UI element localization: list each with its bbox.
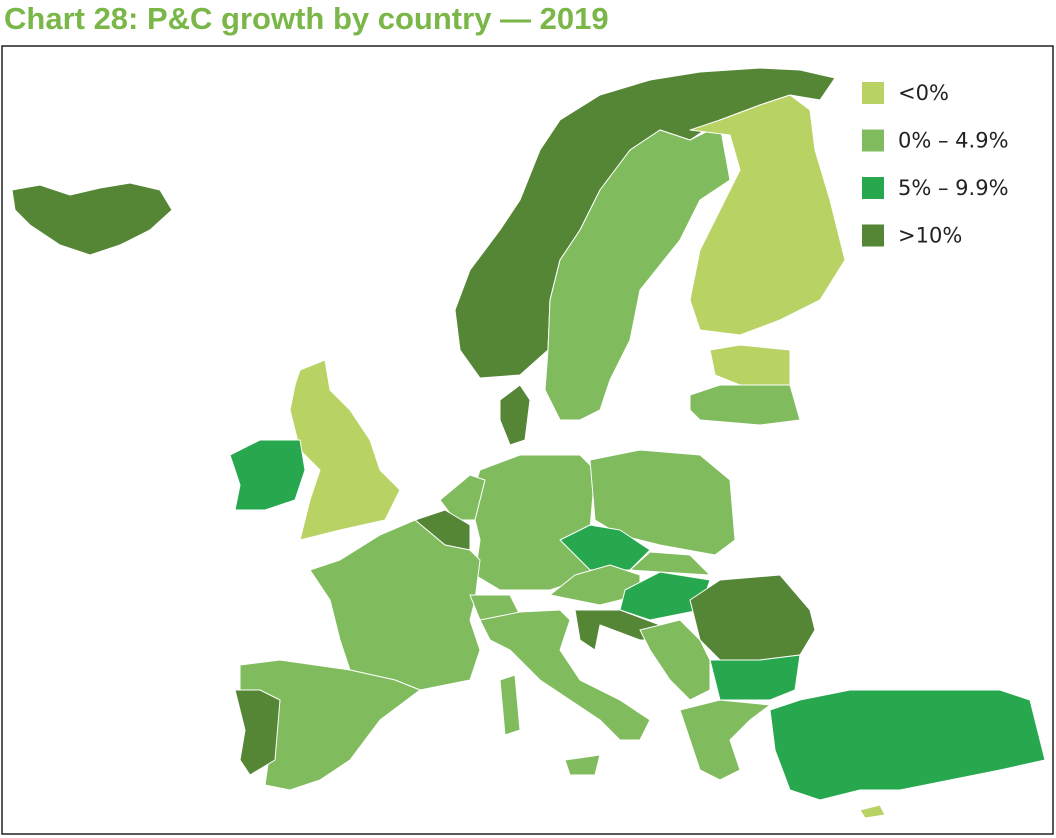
legend-swatch	[862, 129, 884, 152]
croatia	[574, 609, 661, 651]
czechia	[559, 524, 651, 571]
legend-label: 5% – 9.9%	[898, 176, 1009, 200]
corsica-sardinia	[499, 674, 521, 736]
countries	[11, 67, 1046, 819]
sicily	[564, 754, 601, 776]
legend-label: <0%	[898, 81, 949, 105]
turkey	[769, 689, 1046, 801]
legend-swatch	[862, 82, 884, 104]
legend-label: 0% – 4.9%	[898, 129, 1009, 153]
united-kingdom	[289, 359, 401, 541]
legend-label: >10%	[898, 224, 962, 248]
chart-title: Chart 28: P&C growth by country — 2019	[4, 1, 609, 36]
cyprus	[859, 804, 886, 819]
bulgaria	[709, 654, 801, 701]
romania	[689, 574, 816, 661]
france	[309, 519, 481, 691]
portugal	[234, 689, 281, 776]
legend-swatch	[862, 177, 884, 199]
italy	[479, 609, 651, 741]
iceland	[11, 182, 173, 256]
sweden	[544, 124, 731, 421]
greece	[679, 699, 771, 781]
finland	[689, 94, 846, 336]
ireland	[229, 439, 306, 511]
legend: <0% 0% – 4.9% 5% – 9.9% >10%	[862, 81, 1009, 248]
balkans	[639, 619, 711, 701]
austria	[549, 564, 641, 606]
denmark	[499, 384, 531, 446]
germany	[469, 454, 611, 591]
baltics	[689, 384, 801, 426]
slovakia	[629, 551, 711, 576]
legend-swatch	[862, 224, 884, 247]
